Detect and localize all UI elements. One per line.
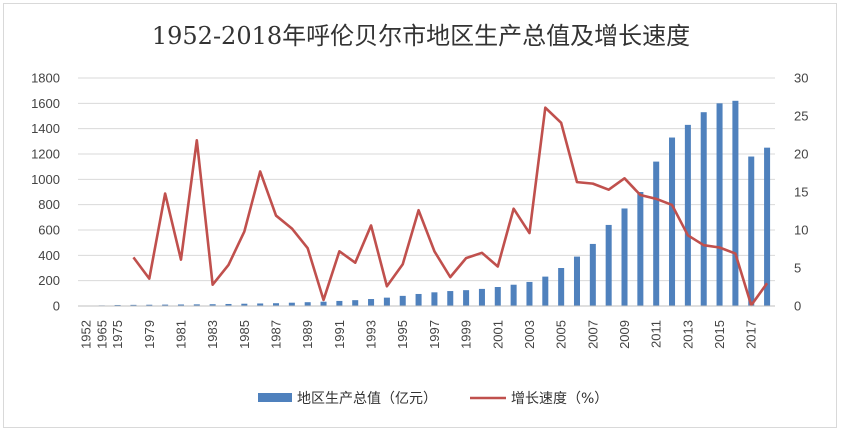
y-right-tick-label: 10: [794, 223, 808, 238]
x-tick-label: 2011: [649, 320, 664, 348]
gdp-bar: [589, 243, 596, 306]
x-tick-label: 2001: [490, 320, 505, 349]
gdp-bar: [463, 290, 470, 306]
gdp-bar: [716, 103, 723, 306]
gdp-bar: [225, 303, 232, 306]
y-right-tick-label: 30: [794, 71, 808, 86]
gdp-bar: [304, 302, 311, 306]
x-tick-label: 2015: [712, 320, 727, 349]
y-left-tick-label: 0: [53, 299, 60, 314]
gdp-bar: [193, 304, 200, 306]
gdp-bar: [558, 268, 565, 306]
y-axis-left: 0 200 400 600 800 1000 1200 1400 1600 1800: [31, 71, 60, 314]
legend: 地区生产总值（亿元） 增长速度（%）: [258, 391, 608, 407]
gdp-bar: [700, 112, 707, 306]
y-right-tick-label: 25: [794, 109, 808, 124]
y-left-tick-label: 1000: [31, 172, 60, 187]
growth-line-series: [132, 106, 769, 307]
gdp-bar: [542, 276, 549, 306]
gdp-bar: [399, 295, 406, 306]
gdp-bar: [209, 304, 216, 306]
x-tick-label: 1989: [300, 320, 315, 349]
gdp-bar: [336, 300, 343, 306]
gdp-bar: [637, 192, 644, 306]
legend-label-gdp: 地区生产总值（亿元）: [297, 391, 437, 407]
x-tick-label: 1983: [205, 320, 220, 349]
gdp-bar: [273, 303, 280, 306]
y-left-tick-label: 400: [38, 248, 60, 263]
y-left-tick-label: 1600: [31, 96, 60, 111]
x-tick-label: 2017: [744, 320, 759, 349]
y-right-tick-label: 15: [794, 185, 808, 200]
gdp-bar: [748, 156, 755, 306]
gdp-bar: [383, 297, 390, 306]
gdp-bar: [478, 288, 485, 306]
gdp-bar: [447, 291, 454, 306]
y-left-tick-label: 200: [38, 273, 60, 288]
gdp-bars: [82, 100, 771, 306]
x-tick-label: 1987: [269, 320, 284, 349]
gdp-bar: [352, 300, 359, 306]
gdp-bar: [257, 303, 264, 306]
x-tick-label: 2005: [554, 320, 569, 349]
x-tick-label: 1997: [427, 320, 442, 349]
x-tick-label: 1975: [110, 320, 125, 349]
gdp-bar: [320, 301, 327, 306]
gdp-bar: [162, 304, 169, 306]
x-tick-label: 1981: [173, 320, 188, 349]
gdp-bar: [621, 208, 628, 306]
y-axis-right: 0 5 10 15 20 25 30: [794, 71, 808, 314]
gdp-bar: [431, 292, 438, 306]
gdp-bar: [684, 124, 691, 306]
gdp-bar: [573, 256, 580, 306]
growth-rate-line: [132, 106, 769, 307]
x-tick-label: 2009: [617, 320, 632, 349]
gdp-bar: [146, 304, 153, 306]
gdp-bar: [415, 293, 422, 306]
gdp-bar: [241, 303, 248, 306]
y-right-tick-label: 20: [794, 147, 808, 162]
legend-label-growth: 增长速度（%）: [511, 391, 608, 407]
gdp-bar: [510, 284, 517, 306]
legend-swatch-gdp: [258, 393, 292, 402]
x-tick-label: 2007: [585, 320, 600, 349]
gdp-bar: [605, 224, 612, 306]
gdp-bar: [526, 281, 533, 306]
x-tick-label: 1952: [78, 320, 93, 349]
x-tick-label: 2003: [522, 320, 537, 349]
chart-title: 1952-2018年呼伦贝尔市地区生产总值及增长速度: [152, 22, 690, 50]
x-tick-label: 1965: [94, 320, 109, 349]
x-tick-label: 1991: [332, 320, 347, 349]
x-tick-label: 1993: [364, 320, 379, 349]
gdp-bar: [288, 302, 295, 306]
y-right-tick-label: 0: [794, 299, 801, 314]
x-tick-label: 1995: [395, 320, 410, 349]
y-right-tick-label: 5: [794, 261, 801, 276]
gdp-bar: [764, 147, 771, 306]
y-left-tick-label: 1400: [31, 121, 60, 136]
x-axis: 1952 1965 1975 1979 1981 1983 1985 1987 1989 1991…: [78, 305, 775, 349]
gdp-bar: [130, 304, 137, 306]
gdp-bar: [114, 304, 121, 306]
gdp-bar: [368, 299, 375, 306]
gdp-bar: [732, 100, 739, 306]
gdp-bar: [494, 287, 501, 306]
x-tick-label: 1985: [237, 320, 252, 349]
x-tick-label: 1999: [459, 320, 474, 349]
gdp-bar: [653, 161, 660, 306]
y-left-tick-label: 600: [38, 223, 60, 238]
y-left-tick-label: 1800: [31, 71, 60, 86]
y-left-tick-label: 800: [38, 197, 60, 212]
gdp-bar: [177, 304, 184, 306]
x-tick-label: 1979: [142, 320, 157, 349]
y-left-tick-label: 1200: [31, 147, 60, 162]
x-tick-label: 2013: [680, 320, 695, 349]
gdp-bar: [669, 137, 676, 306]
